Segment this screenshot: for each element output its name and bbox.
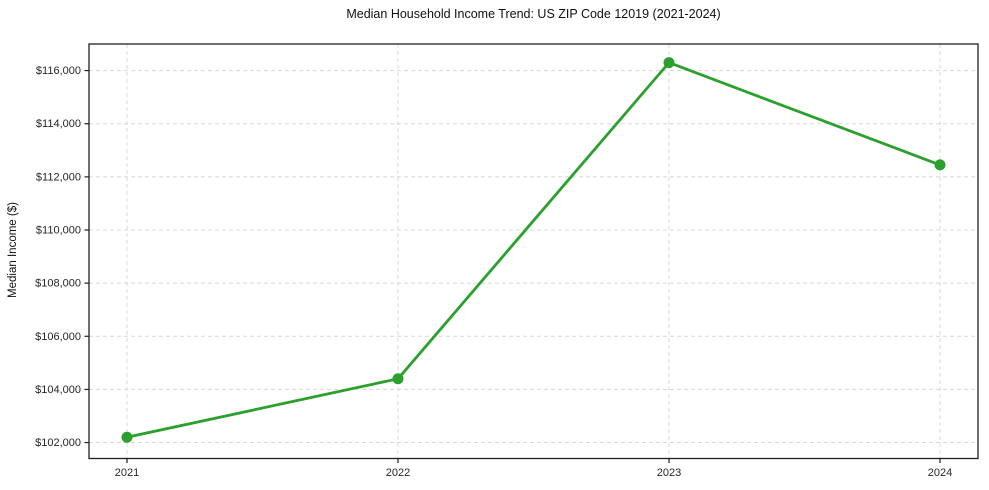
- y-tick-label: $104,000: [35, 384, 81, 396]
- data-point-2022: [392, 373, 404, 385]
- y-tick-label: $116,000: [36, 65, 81, 77]
- y-tick-label: $102,000: [35, 437, 81, 449]
- chart-title: Median Household Income Trend: US ZIP Co…: [346, 7, 721, 21]
- data-point-2024: [934, 159, 946, 171]
- y-tick-label: $112,000: [36, 171, 81, 183]
- y-tick-label: $110,000: [36, 224, 81, 236]
- x-tick-label: 2022: [386, 467, 410, 479]
- x-tick-label: 2023: [657, 467, 681, 479]
- data-point-2021: [121, 431, 133, 443]
- x-tick-label: 2021: [115, 467, 139, 479]
- y-tick-label: $108,000: [35, 278, 81, 290]
- trend-line: [125, 61, 942, 439]
- y-tick-label: $114,000: [36, 118, 81, 130]
- x-tick-label: 2024: [928, 467, 952, 479]
- plot-frame: [88, 43, 979, 460]
- y-tick-label: $106,000: [35, 331, 81, 343]
- data-point-2023: [663, 57, 675, 69]
